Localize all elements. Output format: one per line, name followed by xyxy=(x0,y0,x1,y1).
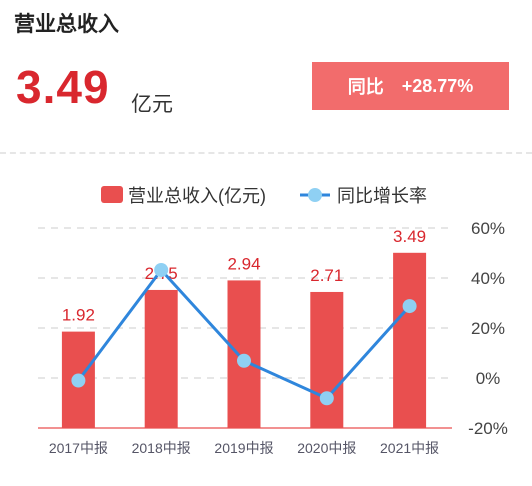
x-tick-label: 2017中报 xyxy=(49,440,108,456)
y2-tick-label: 0% xyxy=(476,369,501,388)
legend-line-label: 同比增长率 xyxy=(337,186,427,206)
growth-point xyxy=(237,353,251,368)
growth-point xyxy=(402,299,417,314)
yoy-value: +28.77% xyxy=(401,75,474,96)
y2-axis-labels: 60% 40% 20% 0% -20% xyxy=(468,219,508,438)
x-tick-label: 2020中报 xyxy=(297,440,356,456)
x-axis-labels: 2017中报 2018中报 2019中报 2020中报 2021中报 xyxy=(49,440,439,456)
growth-line-series xyxy=(71,263,417,406)
divider xyxy=(0,152,532,154)
growth-point xyxy=(71,373,86,388)
y2-tick-label: 40% xyxy=(471,269,505,288)
revenue-unit: 亿元 xyxy=(131,93,173,116)
y2-tick-label: 20% xyxy=(471,319,505,338)
legend-bar-swatch xyxy=(101,186,123,203)
growth-point xyxy=(154,263,169,277)
x-tick-label: 2018中报 xyxy=(132,440,191,456)
page-title: 营业总收入 xyxy=(14,13,119,36)
x-tick-label: 2021中报 xyxy=(380,440,439,456)
bar-value-label: 1.92 xyxy=(62,306,95,325)
bar xyxy=(393,252,427,428)
y2-tick-label: 60% xyxy=(471,219,505,238)
legend: 营业总收入(亿元) 同比增长率 xyxy=(101,186,427,206)
bar-value-label: 2.71 xyxy=(310,266,343,285)
bar xyxy=(144,289,178,428)
bar xyxy=(310,291,344,428)
bar-value-label: 3.49 xyxy=(393,227,426,246)
legend-bar-label: 营业总收入(亿元) xyxy=(128,186,266,206)
yoy-badge: 同比 +28.77% xyxy=(312,62,509,110)
growth-point xyxy=(319,391,334,406)
x-tick-label: 2019中报 xyxy=(214,440,273,456)
revenue-value: 3.49 xyxy=(16,61,110,113)
bar-value-label: 2.94 xyxy=(227,254,260,273)
y2-tick-label: -20% xyxy=(468,419,508,438)
yoy-label: 同比 xyxy=(347,77,384,97)
legend-line-marker xyxy=(308,188,322,202)
bar-series xyxy=(61,252,427,428)
